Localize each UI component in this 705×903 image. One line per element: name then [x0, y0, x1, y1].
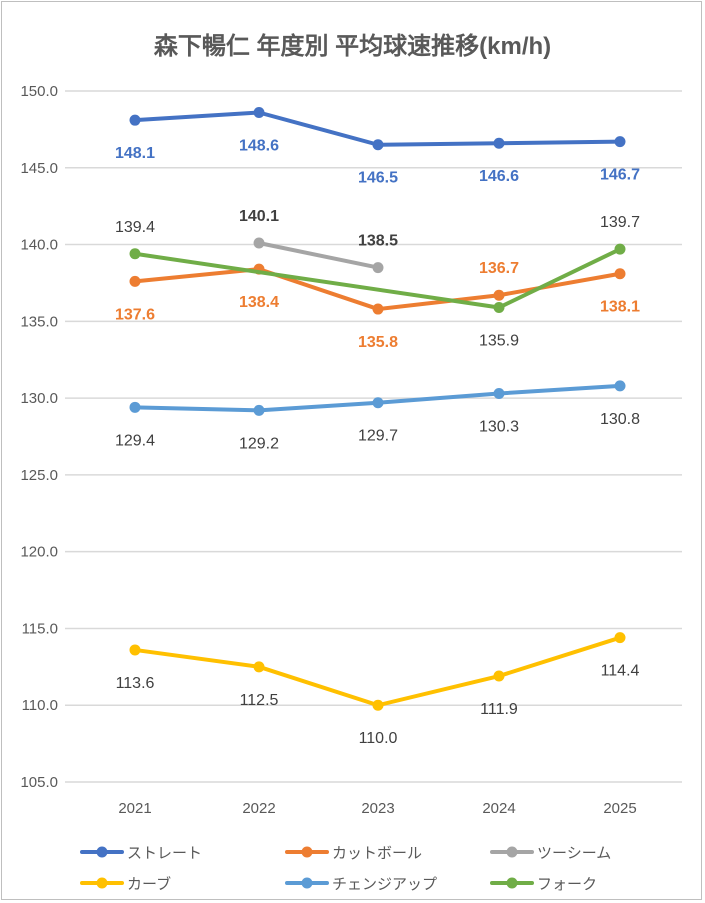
legend-marker: [506, 877, 518, 889]
legend-label: フォーク: [537, 876, 597, 893]
data-point: [614, 243, 626, 255]
legend-label: カーブ: [127, 875, 171, 893]
data-label: 146.6: [479, 168, 519, 185]
data-label: 129.4: [115, 432, 155, 449]
x-tick-label: 2024: [482, 800, 515, 817]
data-point: [614, 380, 626, 392]
data-point: [129, 644, 141, 656]
data-label: 138.1: [600, 299, 640, 316]
y-tick-label: 125.0: [20, 467, 58, 484]
x-tick-label: 2025: [603, 800, 636, 817]
data-label: 146.7: [600, 167, 640, 184]
data-point: [372, 303, 384, 315]
data-label: 139.7: [600, 214, 640, 231]
data-point: [253, 661, 265, 673]
legend-marker: [301, 877, 313, 889]
legend-marker: [506, 846, 518, 858]
data-point: [253, 404, 265, 416]
legend-label: カットボール: [332, 845, 422, 862]
y-tick-label: 145.0: [20, 160, 58, 177]
data-point: [493, 137, 505, 149]
data-label: 136.7: [479, 260, 519, 277]
legend-label: チェンジアップ: [332, 876, 437, 893]
series-line-3: [133, 635, 622, 708]
y-tick-label: 115.0: [22, 620, 58, 637]
data-point: [129, 248, 141, 260]
data-label: 112.5: [240, 692, 279, 709]
data-label: 129.7: [358, 428, 398, 445]
data-label: 138.4: [239, 294, 279, 311]
legend-marker: [96, 877, 108, 889]
data-label: 129.2: [239, 435, 279, 452]
series-line-5: [133, 247, 622, 310]
data-label: 130.8: [600, 411, 640, 428]
y-tick-label: 130.0: [20, 390, 58, 407]
data-label: 140.1: [239, 208, 279, 225]
data-label: 135.8: [358, 334, 398, 351]
data-point: [129, 114, 141, 126]
data-point: [372, 139, 384, 151]
x-tick-label: 2023: [361, 800, 394, 817]
chart-title: 森下暢仁 年度別 平均球速推移(km/h): [153, 33, 552, 60]
y-tick-label: 105.0: [20, 774, 58, 791]
data-point: [614, 136, 626, 148]
x-tick-label: 2021: [118, 800, 151, 817]
data-point: [253, 237, 265, 249]
data-point: [129, 401, 141, 413]
y-tick-label: 110.0: [22, 697, 58, 714]
x-tick-label: 2022: [242, 800, 275, 817]
data-point: [372, 262, 384, 274]
y-tick-label: 150.0: [20, 83, 58, 100]
series-line-2: [257, 241, 380, 270]
legend-label: ツーシーム: [537, 845, 611, 862]
legend-marker: [301, 846, 313, 858]
data-label: 146.5: [358, 170, 398, 187]
data-label: 139.4: [115, 219, 155, 236]
legend-marker: [96, 846, 108, 858]
data-point: [253, 106, 265, 118]
data-point: [372, 699, 384, 711]
data-point: [493, 302, 505, 314]
data-label: 111.9: [480, 701, 518, 718]
data-label: 135.9: [479, 333, 519, 350]
data-label: 114.4: [601, 663, 640, 680]
data-label: 130.3: [479, 419, 519, 436]
data-point: [493, 670, 505, 682]
legend-label: ストレート: [127, 845, 202, 862]
data-label: 110.0: [359, 730, 398, 747]
data-point: [372, 397, 384, 409]
data-label: 148.6: [239, 137, 279, 154]
data-label: 138.5: [358, 233, 398, 250]
data-point: [493, 388, 505, 400]
data-point: [493, 289, 505, 301]
y-tick-label: 140.0: [20, 237, 58, 254]
data-point: [614, 268, 626, 280]
data-label: 113.6: [116, 675, 155, 692]
data-point: [614, 632, 626, 644]
y-tick-label: 135.0: [20, 313, 58, 330]
data-point: [129, 275, 141, 287]
y-tick-label: 120.0: [20, 544, 58, 561]
data-label: 148.1: [115, 145, 155, 162]
data-label: 137.6: [115, 306, 155, 323]
